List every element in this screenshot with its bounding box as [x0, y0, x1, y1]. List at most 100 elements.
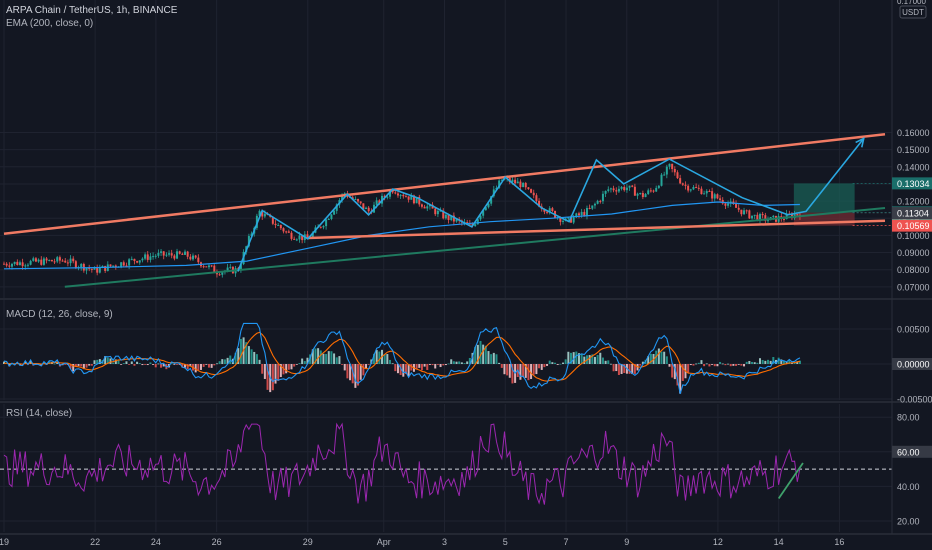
candle-body [274, 223, 277, 226]
macd-histogram-bar [796, 361, 799, 364]
macd-histogram-bar [141, 364, 144, 366]
macd-histogram-bar [548, 360, 551, 364]
candle-body [676, 172, 679, 179]
candle-body [647, 190, 650, 195]
macd-histogram-bar [617, 364, 620, 375]
candle-body [439, 210, 442, 212]
macd-histogram-bar [761, 360, 764, 364]
macd-histogram-bar [349, 364, 352, 381]
macd-histogram-bar [120, 364, 123, 365]
macd-histogram-bar [455, 361, 458, 364]
candle-body [194, 255, 197, 258]
candle-body [681, 183, 684, 185]
symbol-title[interactable]: ARPA Chain / TetherUS, 1h, BINANCE [6, 5, 178, 16]
macd-histogram-bar [663, 351, 666, 364]
candle-body [588, 208, 591, 210]
candle-body [524, 182, 527, 188]
ema-legend[interactable]: EMA (200, close, 0) [6, 18, 93, 29]
macd-histogram-bar [245, 342, 248, 364]
macd-histogram-bar [293, 364, 296, 367]
candle-body [173, 255, 176, 259]
macd-histogram-bar [202, 364, 205, 367]
time-tick-label: 19 [0, 537, 9, 547]
candle-body [357, 199, 360, 202]
candle-body [609, 188, 612, 190]
macd-histogram-bar [109, 358, 112, 364]
macd-histogram-bar [157, 363, 160, 365]
macd-histogram-bar [426, 364, 429, 370]
candle-body [487, 203, 490, 208]
macd-histogram-bar [298, 363, 301, 364]
time-tick-label: Apr [377, 537, 391, 547]
candle-body [277, 224, 280, 226]
candle-body [133, 258, 136, 262]
candle-body [189, 256, 192, 260]
macd-histogram-bar [729, 364, 732, 367]
drawing-lines[interactable] [3, 132, 886, 288]
candle-body [197, 257, 200, 263]
macd-histogram-bar [327, 351, 330, 364]
macd-histogram-bar [727, 363, 730, 365]
candle-body [40, 259, 43, 265]
green-trendline [64, 207, 886, 288]
candle-body [687, 185, 690, 191]
macd-line [3, 322, 801, 394]
macd-histogram-bar [753, 362, 756, 364]
candle-body [120, 262, 123, 267]
currency-label: USDT [902, 8, 924, 17]
candle-body [207, 265, 210, 268]
time-tick-label: 26 [212, 537, 222, 547]
candle-body [572, 217, 575, 223]
candle-body [218, 274, 221, 276]
macd-histogram-bar [434, 364, 437, 369]
macd-histogram-bar [330, 351, 333, 364]
macd-histogram-bar [543, 364, 546, 368]
candle-body [333, 210, 336, 215]
position-box[interactable] [793, 183, 855, 226]
candle-body [450, 215, 453, 220]
candle-body [160, 251, 163, 253]
candle-body [378, 200, 381, 204]
candle-body [727, 203, 730, 206]
candle-body [679, 178, 682, 184]
price-tag-bg [892, 207, 932, 220]
candle-body [109, 264, 112, 267]
macd-histogram-bar [588, 355, 591, 364]
macd-histogram-bar [745, 361, 748, 364]
candle-body [48, 259, 51, 261]
macd-histogram-bar [777, 357, 780, 364]
candle-body [192, 255, 195, 260]
candle-body [146, 254, 149, 260]
macd-histogram-bar [633, 364, 636, 374]
time-tick-label: 12 [713, 537, 723, 547]
candle-body [322, 226, 325, 228]
candle-body [546, 211, 549, 213]
macd-histogram-bar [82, 364, 85, 370]
candle-body [8, 265, 11, 267]
currency-badge[interactable] [899, 5, 927, 19]
candle-body [407, 196, 410, 200]
candle-body [165, 254, 168, 256]
macd-legend[interactable]: MACD (12, 26, close, 9) [6, 309, 113, 320]
candle-body [178, 251, 181, 254]
macd-histogram-bar [793, 362, 796, 364]
rsi-legend[interactable]: RSI (14, close) [6, 408, 72, 419]
candle-body [785, 213, 788, 220]
candle-body [18, 262, 21, 265]
macd-histogram-bar [218, 361, 221, 364]
candle-body [168, 253, 171, 255]
macd-histogram-bar [383, 354, 386, 364]
candle-body [58, 257, 61, 261]
macd-histogram-bar [341, 364, 344, 365]
macd-histogram-bar [511, 364, 514, 384]
candle-body [42, 258, 45, 265]
macd-histogram-bar [681, 364, 684, 381]
macd-histogram-bar [524, 364, 527, 378]
macd-histogram-bar [764, 360, 767, 364]
macd-histogram-bar [508, 364, 511, 378]
candle-body [412, 195, 415, 204]
macd-histogram-bar [615, 364, 618, 372]
candle-body [96, 267, 99, 273]
candle-body [601, 193, 604, 202]
